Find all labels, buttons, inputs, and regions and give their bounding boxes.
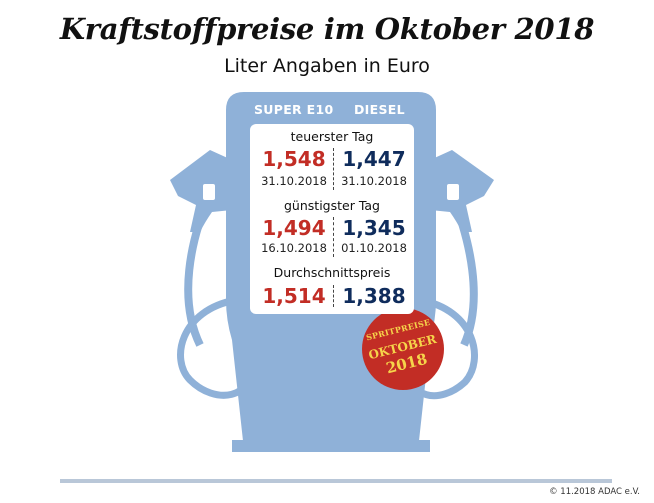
- column-divider: [333, 285, 334, 307]
- diesel-date-guenstigster: 01.10.2018: [341, 241, 407, 255]
- left-nozzle-icon: [170, 150, 232, 232]
- diesel-price-durchschnitt: 1,388: [342, 284, 406, 308]
- page-title: Kraftstoffpreise im Oktober 2018: [59, 12, 595, 46]
- column-divider: [333, 148, 334, 190]
- price-card: [250, 124, 414, 314]
- diesel-date-teuerster: 31.10.2018: [341, 174, 407, 188]
- e10-date-guenstigster: 16.10.2018: [261, 241, 327, 255]
- column-divider: [333, 217, 334, 257]
- section-label-durchschnitt: Durchschnittspreis: [273, 265, 391, 280]
- pump-base: [232, 440, 430, 452]
- page-subtitle: Liter Angaben in Euro: [224, 55, 430, 77]
- e10-price-guenstigster: 1,494: [262, 216, 326, 240]
- copyright-credit: © 11.2018 ADAC e.V.: [549, 487, 640, 497]
- spritpreise-badge: SPRITPREISE OKTOBER 2018: [360, 306, 446, 392]
- column-headers: SUPER E10 DIESEL: [232, 100, 432, 120]
- diesel-price-teuerster: 1,447: [342, 147, 406, 171]
- diesel-price-guenstigster: 1,345: [342, 216, 406, 240]
- header-super-e10: SUPER E10: [254, 102, 334, 117]
- e10-price-durchschnitt: 1,514: [262, 284, 326, 308]
- section-label-guenstigster: günstigster Tag: [284, 198, 380, 213]
- footer-bar: [60, 479, 612, 483]
- section-label-teuerster: teuerster Tag: [290, 129, 374, 144]
- badge-circle: [362, 308, 444, 390]
- right-nozzle-icon: [430, 150, 494, 232]
- header-diesel: DIESEL: [354, 102, 405, 117]
- e10-price-teuerster: 1,548: [262, 147, 326, 171]
- e10-date-teuerster: 31.10.2018: [261, 174, 327, 188]
